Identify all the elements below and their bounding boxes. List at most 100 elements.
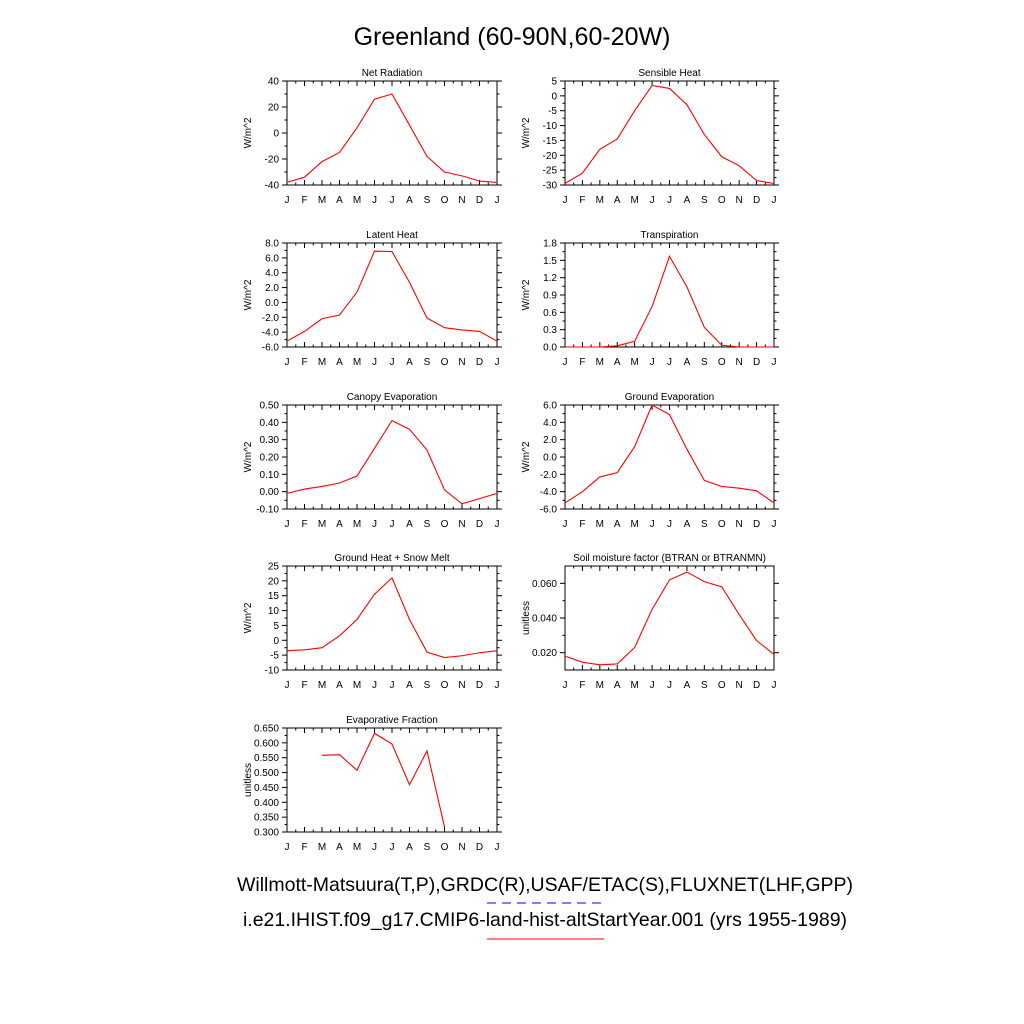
ground-heat-snow-melt-ytick-label: 0	[273, 636, 279, 647]
latent-heat-ytick-label: 2.0	[265, 283, 279, 294]
canopy-evaporation-title: Canopy Evaporation	[347, 392, 438, 403]
evaporative-fraction-ytick-label: 0.400	[254, 798, 279, 809]
ground-heat-snow-melt-ytick-label: -5	[270, 651, 279, 662]
ground-heat-snow-melt-xtick-label: O	[441, 680, 449, 691]
transpiration-xtick-label: J	[772, 357, 777, 368]
transpiration-xtick-label: J	[650, 357, 655, 368]
soil-moisture-factor-btran-or-btranmn-xtick-label: N	[736, 680, 743, 691]
latent-heat-ytick-label: 0.0	[265, 298, 279, 309]
canopy-evaporation-xtick-label: J	[285, 519, 290, 530]
ground-evaporation-ytick-label: 2.0	[543, 435, 557, 446]
sensible-heat-xtick-label: D	[753, 195, 760, 206]
evaporative-fraction-ytick-label: 0.300	[254, 828, 279, 839]
transpiration-ytick-label: 0.6	[543, 308, 557, 319]
ground-evaporation-xtick-label: J	[772, 519, 777, 530]
sensible-heat-xtick-label: J	[650, 195, 655, 206]
sensible-heat-ytick-label: -15	[543, 136, 558, 147]
transpiration-xtick-label: J	[667, 357, 672, 368]
sensible-heat-xtick-label: M	[630, 195, 638, 206]
ground-heat-snow-melt-series-line	[286, 576, 498, 659]
latent-heat-xtick-label: A	[336, 357, 343, 368]
transpiration-series-line	[565, 254, 774, 348]
transpiration-xtick-label: O	[718, 357, 726, 368]
evaporative-fraction-ytick-label: 0.650	[254, 724, 279, 735]
ground-heat-snow-melt-xtick-label: J	[285, 680, 290, 691]
net-radiation-ytick-label: 0	[273, 129, 279, 140]
ground-heat-snow-melt-xtick-label: J	[372, 680, 377, 691]
ground-evaporation-ytick-label: -4.0	[540, 487, 558, 498]
ground-evaporation-xtick-label: D	[753, 519, 760, 530]
ground-evaporation-ytick-label: 4.0	[543, 418, 557, 429]
ground-heat-snow-melt-ytick-label: 10	[268, 606, 280, 617]
evaporative-fraction-ytick-label: 0.500	[254, 768, 279, 779]
canopy-evaporation-xtick-label: D	[476, 519, 483, 530]
latent-heat-xtick-label: S	[424, 357, 431, 368]
net-radiation-xtick-label: J	[285, 195, 290, 206]
sensible-heat-xtick-label: F	[579, 195, 585, 206]
ground-evaporation-xtick-label: N	[736, 519, 743, 530]
ground-heat-snow-melt-xtick-label: A	[336, 680, 343, 691]
ground-evaporation-xtick-label: A	[684, 519, 691, 530]
net-radiation-ytick-label: -20	[265, 155, 280, 166]
evaporative-fraction-xtick-label: N	[458, 842, 465, 853]
latent-heat-ytick-label: -4.0	[262, 328, 280, 339]
transpiration-xtick-label: J	[563, 357, 568, 368]
soil-moisture-factor-btran-or-btranmn-xtick-label: J	[650, 680, 655, 691]
net-radiation-xtick-label: S	[424, 195, 431, 206]
evaporative-fraction-ytick-label: 0.550	[254, 753, 279, 764]
sensible-heat-xtick-label: M	[596, 195, 604, 206]
ground-evaporation-ylabel: W/m^2	[521, 441, 532, 472]
ground-heat-snow-melt-xtick-label: N	[458, 680, 465, 691]
canopy-evaporation-xtick-label: J	[390, 519, 395, 530]
transpiration-xtick-label: M	[630, 357, 638, 368]
ground-heat-snow-melt-ytick-label: 15	[268, 591, 280, 602]
ground-heat-snow-melt-ytick-label: -10	[265, 666, 280, 677]
evaporative-fraction-xtick-label: M	[353, 842, 361, 853]
sensible-heat-xtick-label: J	[772, 195, 777, 206]
latent-heat-xtick-label: J	[495, 357, 500, 368]
latent-heat-title: Latent Heat	[366, 230, 418, 241]
transpiration-ytick-label: 1.5	[543, 256, 557, 267]
canopy-evaporation-series-line	[286, 419, 498, 505]
transpiration-ytick-label: 1.2	[543, 273, 557, 284]
latent-heat-xtick-label: A	[406, 357, 413, 368]
canopy-evaporation-ytick-label: 0.50	[260, 401, 280, 412]
sensible-heat-title: Sensible Heat	[638, 68, 700, 79]
canopy-evaporation-xtick-label: O	[441, 519, 449, 530]
latent-heat-ytick-label: -2.0	[262, 313, 280, 324]
ground-evaporation-xtick-label: F	[579, 519, 585, 530]
soil-moisture-factor-btran-or-btranmn-frame	[564, 565, 775, 671]
ground-evaporation-frame	[564, 404, 775, 510]
ground-evaporation-xtick-label: A	[614, 519, 621, 530]
legend-entry-observations: Willmott-Matsuura(T,P),GRDC(R),USAF/ETAC…	[237, 874, 853, 896]
net-radiation-xtick-label: N	[458, 195, 465, 206]
evaporative-fraction-title: Evaporative Fraction	[346, 715, 438, 726]
transpiration-xtick-label: M	[596, 357, 604, 368]
sensible-heat-ytick-label: -5	[548, 106, 557, 117]
ground-heat-snow-melt-ytick-label: 25	[268, 562, 280, 573]
sensible-heat-xtick-label: O	[718, 195, 726, 206]
net-radiation-xtick-label: J	[372, 195, 377, 206]
evaporative-fraction-xtick-label: J	[390, 842, 395, 853]
soil-moisture-factor-btran-or-btranmn-title: Soil moisture factor (BTRAN or BTRANMN)	[573, 553, 766, 564]
canopy-evaporation-ytick-label: 0.40	[260, 418, 280, 429]
sensible-heat-ytick-label: -30	[543, 181, 558, 192]
canopy-evaporation-xtick-label: S	[424, 519, 431, 530]
transpiration-xtick-label: N	[736, 357, 743, 368]
canopy-evaporation-xtick-label: J	[372, 519, 377, 530]
evaporative-fraction-series-line	[321, 732, 446, 828]
soil-moisture-factor-btran-or-btranmn-ytick-label: 0.060	[532, 579, 557, 590]
canopy-evaporation-xtick-label: J	[495, 519, 500, 530]
soil-moisture-factor-btran-or-btranmn-ylabel: unitless	[521, 601, 532, 635]
canopy-evaporation-ytick-label: 0.00	[260, 487, 280, 498]
canopy-evaporation-xtick-label: M	[318, 519, 326, 530]
soil-moisture-factor-btran-or-btranmn-ytick-label: 0.020	[532, 648, 557, 659]
latent-heat-ytick-label: 6.0	[265, 253, 279, 264]
evaporative-fraction-xtick-label: A	[336, 842, 343, 853]
evaporative-fraction-ytick-label: 0.600	[254, 738, 279, 749]
sensible-heat-ylabel: W/m^2	[521, 117, 532, 148]
